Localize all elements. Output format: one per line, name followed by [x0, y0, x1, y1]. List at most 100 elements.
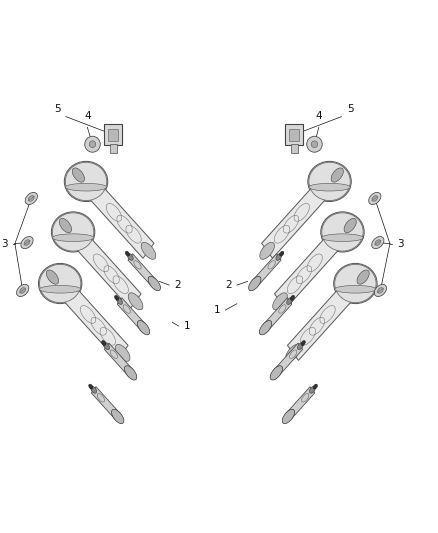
Ellipse shape [322, 234, 363, 241]
Text: 2: 2 [225, 280, 232, 290]
Ellipse shape [64, 161, 108, 201]
Ellipse shape [313, 384, 318, 389]
Ellipse shape [287, 297, 293, 304]
Polygon shape [287, 286, 352, 360]
Ellipse shape [65, 183, 107, 191]
Ellipse shape [311, 141, 318, 148]
Ellipse shape [117, 297, 123, 304]
Polygon shape [261, 184, 326, 259]
Ellipse shape [276, 254, 282, 260]
Ellipse shape [286, 344, 300, 361]
Ellipse shape [322, 213, 363, 251]
FancyBboxPatch shape [285, 124, 303, 146]
Ellipse shape [270, 366, 283, 380]
Text: 5: 5 [347, 104, 353, 114]
Ellipse shape [46, 270, 59, 284]
Polygon shape [104, 343, 133, 376]
Ellipse shape [59, 219, 71, 233]
FancyBboxPatch shape [289, 129, 299, 141]
Ellipse shape [279, 251, 284, 256]
Polygon shape [77, 235, 141, 309]
Ellipse shape [374, 284, 387, 296]
Polygon shape [274, 343, 303, 376]
Ellipse shape [259, 320, 272, 335]
Ellipse shape [51, 212, 95, 252]
Ellipse shape [53, 234, 94, 241]
Ellipse shape [357, 270, 369, 284]
Ellipse shape [115, 295, 119, 300]
Ellipse shape [65, 163, 107, 200]
Ellipse shape [17, 284, 29, 296]
Ellipse shape [21, 237, 33, 249]
Ellipse shape [372, 196, 378, 201]
Polygon shape [252, 254, 281, 287]
Ellipse shape [309, 163, 350, 200]
Ellipse shape [89, 141, 96, 148]
Ellipse shape [310, 386, 315, 393]
Text: 1: 1 [213, 305, 220, 315]
FancyBboxPatch shape [110, 144, 117, 153]
FancyBboxPatch shape [108, 129, 118, 141]
Ellipse shape [39, 264, 81, 303]
Ellipse shape [307, 136, 322, 152]
Ellipse shape [91, 386, 97, 393]
Ellipse shape [331, 168, 343, 182]
Ellipse shape [372, 237, 384, 249]
Text: 5: 5 [54, 104, 60, 114]
Ellipse shape [290, 295, 294, 300]
Ellipse shape [148, 277, 160, 290]
Text: 4: 4 [84, 111, 91, 121]
Ellipse shape [72, 168, 85, 182]
Ellipse shape [249, 277, 261, 290]
Ellipse shape [375, 240, 381, 245]
Ellipse shape [334, 263, 377, 304]
Ellipse shape [124, 366, 137, 380]
Polygon shape [117, 298, 146, 331]
Ellipse shape [321, 212, 364, 252]
Ellipse shape [138, 320, 150, 335]
Text: 4: 4 [315, 111, 322, 121]
Ellipse shape [273, 293, 287, 310]
Text: 2: 2 [174, 280, 181, 290]
Ellipse shape [260, 243, 275, 260]
FancyBboxPatch shape [291, 144, 298, 153]
Ellipse shape [335, 264, 376, 303]
Ellipse shape [85, 136, 100, 152]
Polygon shape [64, 286, 128, 360]
FancyBboxPatch shape [104, 124, 122, 146]
Ellipse shape [369, 192, 381, 205]
Ellipse shape [308, 161, 351, 201]
Ellipse shape [53, 213, 94, 251]
Ellipse shape [20, 288, 25, 293]
Ellipse shape [102, 341, 106, 345]
Ellipse shape [127, 254, 133, 260]
Polygon shape [92, 386, 120, 419]
Ellipse shape [344, 219, 356, 233]
Ellipse shape [39, 286, 81, 293]
Text: 1: 1 [184, 321, 191, 331]
Ellipse shape [39, 263, 82, 304]
Polygon shape [263, 298, 292, 331]
Ellipse shape [282, 409, 295, 424]
Ellipse shape [128, 293, 143, 310]
Ellipse shape [112, 409, 124, 424]
Polygon shape [286, 386, 315, 419]
Ellipse shape [297, 343, 303, 350]
Ellipse shape [115, 344, 130, 361]
Ellipse shape [24, 240, 30, 245]
Ellipse shape [309, 183, 350, 191]
Ellipse shape [141, 243, 156, 260]
Ellipse shape [28, 196, 34, 201]
Ellipse shape [25, 192, 37, 205]
Polygon shape [275, 235, 339, 309]
Ellipse shape [378, 288, 383, 293]
Ellipse shape [89, 384, 93, 389]
Polygon shape [90, 184, 154, 259]
Text: 3: 3 [397, 239, 404, 248]
Polygon shape [128, 254, 157, 287]
Ellipse shape [125, 251, 130, 256]
Text: 3: 3 [1, 239, 7, 248]
Ellipse shape [301, 341, 305, 345]
Ellipse shape [335, 286, 376, 293]
Ellipse shape [104, 343, 110, 350]
